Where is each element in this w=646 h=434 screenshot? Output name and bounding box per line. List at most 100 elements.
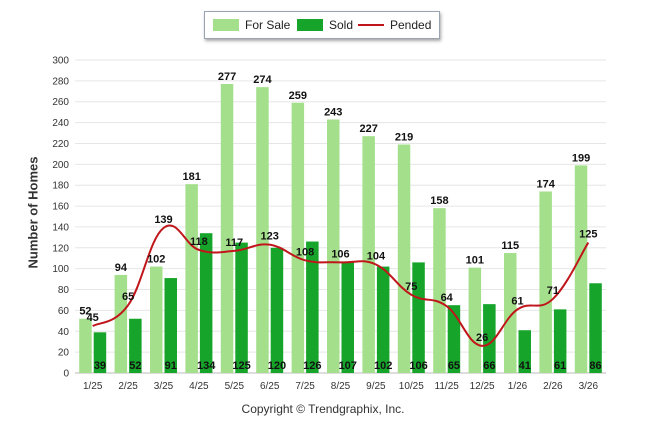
bar-sold	[93, 332, 107, 373]
copyright-text: Copyright © Trendgraphix, Inc.	[241, 402, 405, 416]
sold-value-label: 41	[519, 360, 531, 372]
bar-for-sale	[397, 144, 411, 373]
y-tick-label: 120	[52, 243, 69, 254]
sold-value-label: 65	[448, 360, 460, 372]
legend-item-for-sale[interactable]: For Sale	[213, 12, 290, 38]
bar-sold	[483, 304, 496, 373]
for-sale-value-label: 52	[79, 306, 91, 318]
bar-sold	[553, 309, 567, 373]
x-tick-label: 3/26	[579, 381, 599, 392]
for-sale-value-label: 101	[466, 255, 484, 267]
bar-for-sale	[256, 87, 269, 374]
for-sale-value-label: 227	[359, 123, 377, 135]
for-sale-value-label: 274	[253, 74, 272, 86]
x-tick-label: 9/25	[366, 381, 386, 392]
legend-label-for-sale: For Sale	[245, 18, 291, 32]
pended-value-label: 118	[190, 236, 208, 248]
pended-value-label: 117	[225, 237, 243, 249]
x-tick-label: 6/25	[260, 381, 280, 392]
legend-item-pended[interactable]: Pended	[358, 12, 431, 38]
sold-value-label: 126	[303, 360, 321, 372]
pended-value-label: 75	[405, 281, 417, 293]
x-tick-label: 8/25	[331, 381, 351, 392]
legend: For Sale Sold Pended	[204, 11, 440, 39]
x-tick-label: 4/25	[189, 381, 209, 392]
bar-sold	[235, 242, 248, 373]
bar-for-sale	[433, 208, 446, 373]
sold-swatch	[297, 19, 323, 31]
for-sale-value-label: 181	[182, 171, 200, 183]
for-sale-value-label: 115	[501, 240, 519, 252]
x-tick-label: 7/25	[295, 381, 315, 392]
sold-value-label: 61	[554, 360, 566, 372]
bar-for-sale	[220, 83, 234, 373]
y-tick-label: 200	[52, 160, 69, 171]
legend-label-pended: Pended	[390, 18, 432, 32]
sold-value-label: 106	[409, 360, 427, 372]
bar-sold	[341, 261, 354, 373]
pended-value-label: 123	[261, 231, 279, 243]
y-tick-label: 20	[58, 348, 70, 359]
y-tick-label: 0	[63, 369, 69, 380]
for-sale-value-label: 102	[147, 254, 165, 266]
bar-sold	[270, 247, 284, 373]
bar-sold	[589, 283, 602, 373]
sold-value-label: 66	[483, 360, 495, 372]
bar-sold	[164, 278, 177, 373]
y-tick-label: 100	[52, 264, 69, 275]
for-sale-value-label: 277	[218, 71, 236, 83]
x-tick-label: 5/25	[225, 381, 245, 392]
legend-item-sold[interactable]: Sold	[297, 12, 353, 38]
sold-value-label: 134	[197, 360, 216, 372]
x-tick-label: 2/25	[118, 381, 138, 392]
sold-value-label: 91	[165, 360, 177, 372]
y-tick-label: 240	[52, 118, 69, 129]
bar-for-sale	[114, 274, 128, 373]
sold-value-label: 52	[129, 360, 141, 372]
sold-value-label: 120	[268, 360, 286, 372]
y-tick-label: 280	[52, 76, 69, 87]
bar-sold	[412, 262, 425, 373]
x-tick-label: 3/25	[154, 381, 174, 392]
y-tick-label: 40	[58, 327, 70, 338]
y-tick-label: 220	[52, 139, 69, 150]
pended-value-label: 71	[547, 285, 559, 297]
for-sale-value-label: 199	[572, 152, 590, 164]
pended-value-label: 64	[441, 292, 454, 304]
bar-for-sale	[574, 165, 588, 373]
pended-value-label: 108	[296, 246, 314, 258]
pended-value-label: 65	[122, 291, 134, 303]
sold-value-label: 107	[339, 360, 357, 372]
sold-value-label: 86	[589, 360, 601, 372]
x-tick-label: 10/25	[399, 381, 424, 392]
pended-value-label: 45	[87, 312, 99, 324]
bar-for-sale	[539, 191, 552, 373]
bar-sold	[518, 330, 531, 373]
pended-swatch	[358, 24, 384, 26]
bar-for-sale	[185, 184, 198, 373]
for-sale-value-label: 219	[395, 132, 413, 144]
x-tick-label: 1/26	[508, 381, 528, 392]
bar-for-sale	[362, 136, 375, 373]
for-sale-value-label: 174	[536, 178, 555, 190]
pended-value-label: 26	[476, 332, 488, 344]
x-tick-label: 12/25	[470, 381, 495, 392]
pended-line	[92, 224, 590, 347]
sold-value-label: 125	[232, 360, 250, 372]
sold-value-label: 39	[94, 360, 106, 372]
x-tick-label: 11/25	[435, 381, 460, 392]
for-sale-value-label: 259	[289, 90, 307, 102]
for-sale-value-label: 158	[430, 195, 448, 207]
sold-value-label: 102	[374, 360, 392, 372]
bar-sold	[376, 266, 390, 373]
legend-label-sold: Sold	[329, 18, 354, 32]
x-tick-label: 1/25	[83, 381, 103, 392]
bar-sold	[447, 305, 461, 373]
y-tick-label: 160	[52, 202, 69, 213]
pended-value-label: 139	[154, 214, 172, 226]
for-sale-value-label: 94	[115, 262, 128, 274]
pended-value-label: 104	[367, 250, 386, 262]
bar-sold	[129, 318, 142, 373]
y-axis-title: Number of Homes	[25, 156, 41, 269]
